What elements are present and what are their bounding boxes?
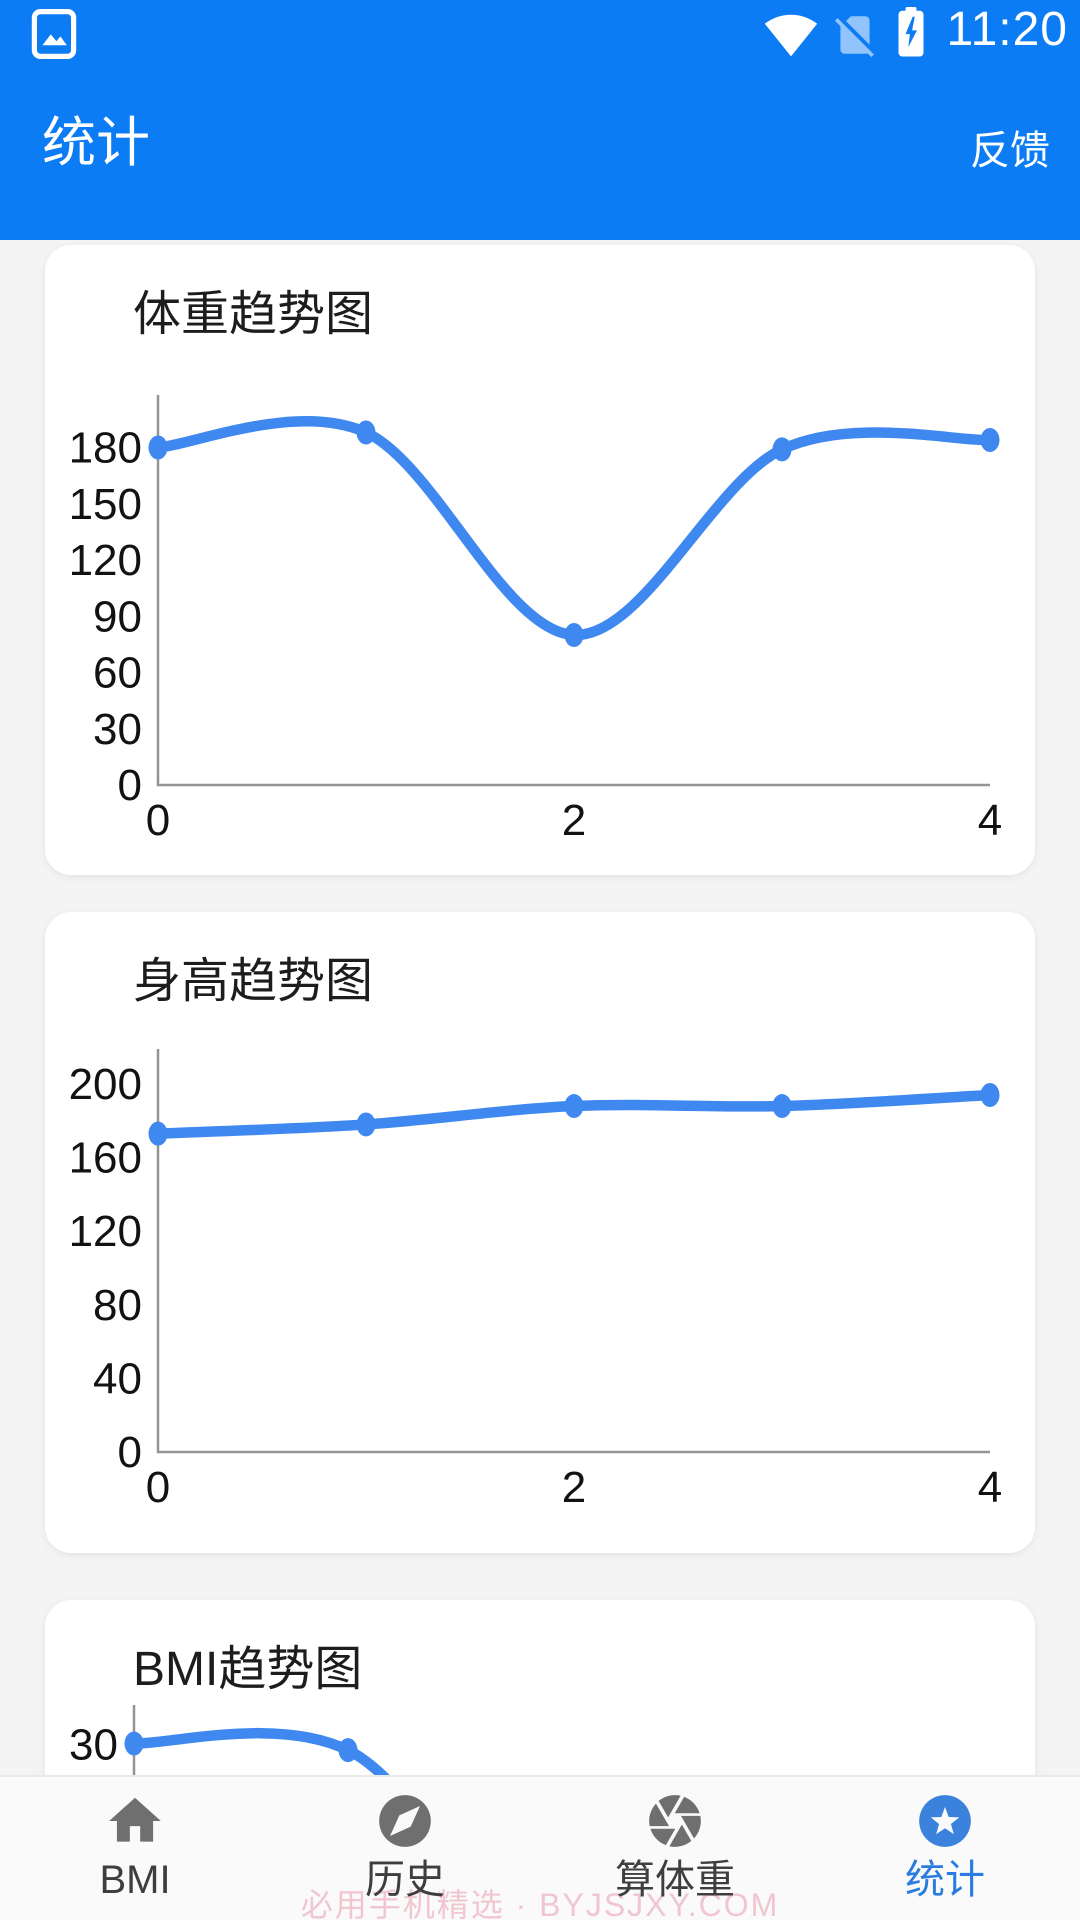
svg-text:80: 80 [93, 1281, 142, 1330]
svg-text:2: 2 [562, 1463, 586, 1512]
card-title-height: 身高趋势图 [133, 955, 374, 1008]
nav-item-label: BMI [99, 1858, 171, 1902]
card-title-weight: 体重趋势图 [133, 288, 374, 341]
svg-text:200: 200 [69, 1060, 142, 1109]
clock: 11:20 [946, 3, 1068, 56]
no-sim-icon [834, 16, 874, 58]
nav-item-label: 统计 [905, 1858, 985, 1902]
svg-text:4: 4 [978, 796, 1002, 845]
star-circle-icon [919, 1795, 971, 1847]
svg-text:60: 60 [93, 649, 142, 698]
svg-text:0: 0 [118, 1428, 142, 1477]
battery-charging-icon [898, 7, 924, 57]
nav-item-bmi[interactable]: BMI [0, 1777, 270, 1920]
svg-text:180: 180 [69, 424, 142, 473]
svg-text:90: 90 [93, 592, 142, 641]
home-icon [109, 1797, 161, 1842]
svg-text:0: 0 [118, 761, 142, 810]
nav-item-stats[interactable]: 统计 [810, 1777, 1080, 1920]
feedback-button[interactable]: 反馈 [970, 129, 1050, 173]
nav-item-label: 算体重 [615, 1858, 735, 1902]
image-notification-icon [31, 8, 77, 59]
page-title: 统计 [42, 113, 150, 173]
svg-text:40: 40 [93, 1354, 142, 1403]
svg-text:160: 160 [69, 1134, 142, 1183]
nav-item-history[interactable]: 历史 [270, 1777, 540, 1920]
bottom-nav: 必用手机精选 · BYJSJXY.COM BMI 历史 算体重 [0, 1775, 1080, 1920]
svg-text:30: 30 [69, 1721, 118, 1770]
svg-text:2: 2 [562, 796, 586, 845]
svg-text:120: 120 [69, 536, 142, 585]
height-trend-line-chart: 0 40 80 120 160 200 0 2 4 [69, 1049, 1002, 1512]
svg-text:150: 150 [69, 480, 142, 529]
svg-text:0: 0 [146, 1463, 170, 1512]
compass-icon [379, 1795, 431, 1847]
svg-text:4: 4 [978, 1463, 1002, 1512]
svg-text:30: 30 [93, 705, 142, 754]
nav-item-label: 历史 [365, 1858, 445, 1902]
shutter-icon [649, 1795, 701, 1847]
svg-text:120: 120 [69, 1207, 142, 1256]
card-title-bmi: BMI趋势图 [133, 1643, 363, 1696]
svg-text:0: 0 [146, 796, 170, 845]
nav-item-weight-calc[interactable]: 算体重 [540, 1777, 810, 1920]
header: 11:20 统计 反馈 [0, 0, 1080, 240]
wifi-icon [764, 14, 818, 57]
height-trend-card: 身高趋势图 0 40 80 120 160 200 0 2 4 [45, 912, 1035, 1553]
weight-trend-card: 体重趋势图 0 30 60 90 120 150 180 0 2 4 [45, 245, 1035, 875]
